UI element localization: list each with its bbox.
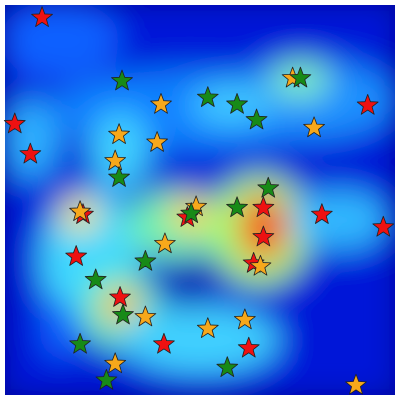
markers (3, 6, 395, 395)
star-marker (257, 176, 280, 198)
star-marker (237, 336, 260, 358)
star-marker (180, 202, 203, 223)
star-marker (226, 196, 248, 218)
star-marker (345, 373, 367, 395)
star-marker (153, 332, 175, 354)
star-marker (69, 200, 91, 222)
star-marker (154, 232, 176, 254)
star-marker (3, 112, 26, 134)
star-marker (356, 94, 379, 115)
star-marker (226, 93, 248, 114)
star-marker (311, 203, 333, 224)
star-marker (233, 308, 256, 330)
star-marker (196, 86, 219, 107)
star-marker (69, 332, 91, 354)
star-marker (372, 215, 395, 237)
star-marker (134, 250, 157, 271)
star-marker (150, 93, 172, 114)
star-marker (19, 142, 42, 164)
star-marker (109, 286, 131, 307)
star-marker (84, 268, 107, 290)
star-marker (95, 368, 118, 390)
star-marker (252, 225, 275, 247)
star-marker (289, 66, 312, 88)
star-marker (252, 196, 275, 218)
star-marker (111, 69, 133, 91)
star-marker (65, 245, 88, 266)
star-marker (31, 6, 53, 27)
star-marker (112, 303, 134, 325)
star-marker (196, 317, 219, 339)
star-marker (108, 123, 130, 144)
star-marker (216, 356, 239, 378)
star-marker (303, 116, 325, 138)
star-marker (245, 108, 268, 130)
star-marker (249, 254, 272, 276)
star-marker (134, 305, 157, 327)
star-marker (104, 352, 127, 374)
star-marker (104, 149, 127, 171)
star-marker (146, 131, 168, 152)
star-marker (108, 166, 130, 187)
